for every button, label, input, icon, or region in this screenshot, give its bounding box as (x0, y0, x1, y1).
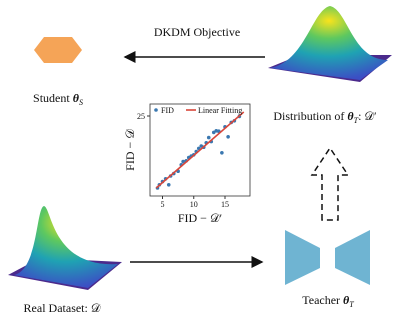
objective-label: DKDM Objective (154, 25, 240, 39)
real-dataset-surface (8, 206, 122, 290)
scatter-point (220, 151, 224, 155)
legend-marker (154, 108, 158, 112)
scatter-point (226, 135, 230, 139)
x-tick-label: 15 (221, 200, 229, 209)
real-dataset-label: Real Dataset: 𝒟 (24, 301, 101, 315)
legend-label: FID (161, 106, 174, 115)
teacher-model (285, 230, 370, 285)
distribution-label: Distribution of θT: 𝒟′ (273, 109, 377, 125)
scatter-point (167, 183, 171, 187)
x-tick-label: 5 (161, 200, 165, 209)
student-model (34, 37, 82, 63)
x-tick-label: 10 (190, 200, 198, 209)
student-label: Student θS (33, 91, 83, 107)
y-axis-label: FID − 𝒟 (123, 129, 137, 171)
legend-label: Linear Fitting (198, 106, 242, 115)
inset-chart: 5 10 15 25 FID − 𝒟′ FID − 𝒟 FID Linear Fitting (123, 104, 250, 225)
x-axis-label: FID − 𝒟′ (178, 211, 223, 225)
distribution-surface (268, 6, 392, 82)
scatter-point (207, 136, 211, 140)
teacher-label: Teacher θT (302, 293, 354, 309)
diagram: Student θS DKDM Objective Distribution o… (0, 0, 396, 320)
dashed-arrow (312, 148, 348, 220)
y-tick-label: 25 (137, 112, 145, 121)
